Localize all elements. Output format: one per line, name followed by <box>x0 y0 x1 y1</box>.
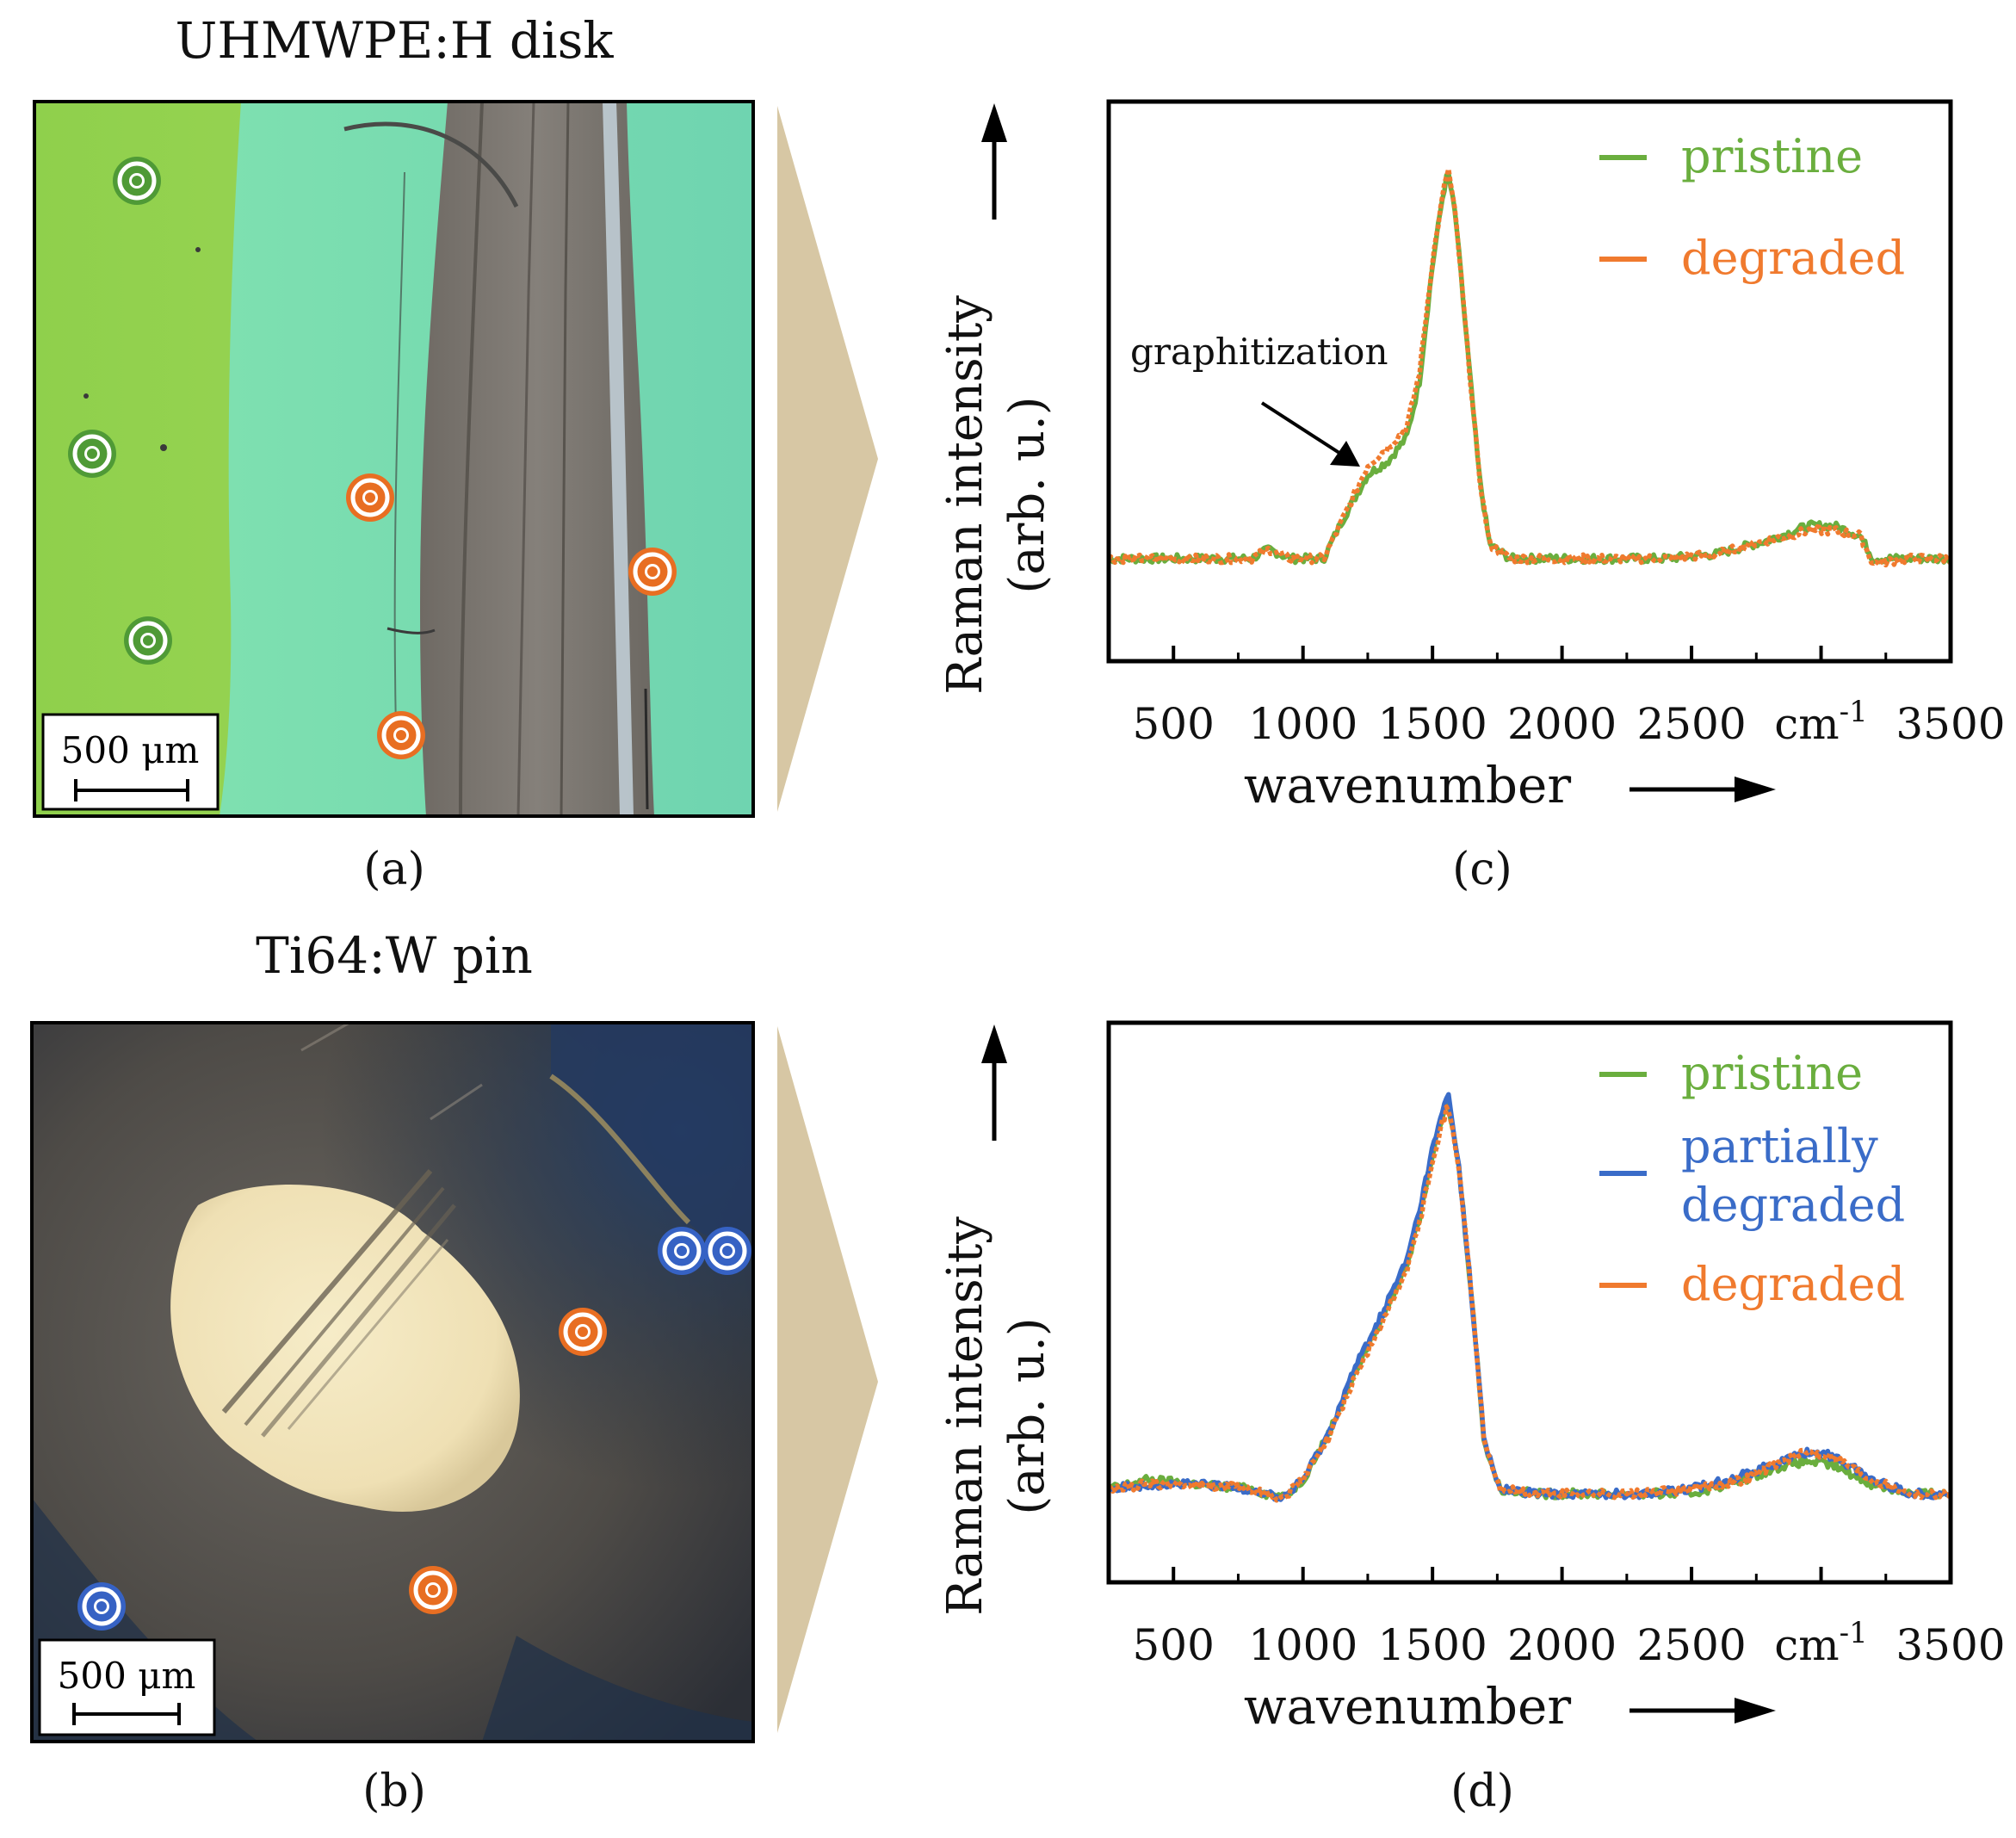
marker-orange-2 <box>628 548 677 596</box>
chart-c-x-tick-label: 2000 <box>1507 699 1617 749</box>
panel-b-title: Ti64:W pin <box>256 926 533 985</box>
chart-c-annotation: graphitization <box>1130 331 1388 467</box>
chart-c-annotation-text: graphitization <box>1130 331 1388 373</box>
chart-d-x-tick-label: 2500 <box>1636 1620 1746 1670</box>
chart-d: Raman intensity (arb. u.) 500 1000 1500 200… <box>937 1020 2006 1817</box>
panel-a-title: UHMWPE:H disk <box>176 11 615 70</box>
chart-c-legend-label-degraded: degraded <box>1681 231 1905 285</box>
panel-a-label: (a) <box>363 844 425 895</box>
marker-green-1 <box>113 157 161 205</box>
chart-d-legend-label-partially_degraded: degraded <box>1681 1178 1905 1232</box>
chart-c-ticks: 500 1000 1500 2000 2500 cm-1 3500 <box>1133 646 2006 749</box>
panel-b-label: (b) <box>362 1766 426 1817</box>
micrograph-a <box>34 102 753 816</box>
micrograph-a-frame <box>33 100 755 818</box>
scalebar-a-label: 500 μm <box>61 729 200 771</box>
chart-d-series-line-partially_degraded <box>1109 1092 1951 1502</box>
micrograph-b-frame <box>30 1021 755 1743</box>
marker-blue-3 <box>77 1582 126 1631</box>
chart-c-y-arrow <box>981 103 1007 220</box>
marker-orange-5 <box>409 1566 457 1614</box>
chart-c-x-arrow <box>1629 777 1776 802</box>
chart-c-plot-area <box>1109 166 1951 568</box>
chart-d-frame <box>1106 1020 1953 1585</box>
chart-d-x-tick-label: 500 <box>1133 1620 1215 1670</box>
chart-c-ylabel-unit: (arb. u.) <box>999 396 1055 593</box>
chart-d-series-line-degraded <box>1109 1104 1951 1503</box>
micrograph-b <box>32 1023 753 1742</box>
scalebar-b-label: 500 μm <box>58 1655 196 1697</box>
chart-c-series-line-degraded <box>1109 166 1951 568</box>
chart-c-x-tick-label: 1500 <box>1378 699 1487 749</box>
marker-green-2 <box>68 430 116 478</box>
chart-d-xlabel: wavenumber <box>1244 1677 1571 1736</box>
chart-c-ylabel-group: Raman intensity (arb. u.) <box>937 295 1055 695</box>
scalebar-b: 500 μm <box>38 1638 216 1736</box>
chart-c-x-tick-label: 2500 <box>1636 699 1746 749</box>
chart-d-panel-label: (d) <box>1450 1766 1514 1817</box>
panel-arrow-top <box>777 106 878 812</box>
marker-blue-1 <box>658 1227 706 1275</box>
chart-c-xlabel: wavenumber <box>1244 756 1571 814</box>
chart-d-plot-area <box>1109 1092 1951 1503</box>
chart-d-x-tick-label: cm-1 <box>1774 1616 1868 1670</box>
chart-d-legend-label-pristine: pristine <box>1681 1046 1863 1100</box>
chart-d-x-tick-label: 1000 <box>1248 1620 1357 1670</box>
chart-d-legend-label-degraded: degraded <box>1681 1257 1905 1311</box>
marker-orange-4 <box>559 1308 607 1356</box>
chart-c-x-tick-label: 1000 <box>1248 699 1357 749</box>
chart-d-y-arrow <box>981 1024 1007 1141</box>
chart-c-ylabel: Raman intensity <box>937 295 993 695</box>
chart-c-legend-label-pristine: pristine <box>1681 129 1863 183</box>
chart-c-legend: pristine degraded <box>1599 129 1905 285</box>
chart-d-x-tick-label: 2000 <box>1507 1620 1617 1670</box>
chart-d-x-arrow <box>1629 1698 1776 1724</box>
chart-d-ylabel-unit: (arb. u.) <box>999 1317 1055 1514</box>
marker-orange-1 <box>346 473 394 522</box>
marker-blue-2 <box>703 1227 751 1275</box>
chart-c-x-tick-label: cm-1 <box>1774 695 1868 749</box>
marker-orange-3 <box>377 711 425 759</box>
chart-c-x-tick-label: 3500 <box>1895 699 2005 749</box>
chart-c: Raman intensity (arb. u.) 500 1000 1500 200… <box>937 99 2006 895</box>
chart-c-x-tick-label: 500 <box>1133 699 1215 749</box>
panel-arrow-bottom <box>777 1026 878 1733</box>
chart-d-x-tick-label: 3500 <box>1895 1620 2005 1670</box>
chart-d-ylabel: Raman intensity <box>937 1216 993 1616</box>
chart-c-panel-label: (c) <box>1452 844 1512 895</box>
chart-d-ylabel-group: Raman intensity (arb. u.) <box>937 1216 1055 1616</box>
chart-c-frame <box>1106 99 1953 664</box>
chart-d-x-tick-label: 1500 <box>1378 1620 1487 1670</box>
chart-d-ticks: 500 1000 1500 2000 2500 cm-1 3500 <box>1133 1567 2006 1670</box>
chart-d-legend-label-partially_degraded: partially <box>1681 1119 1878 1173</box>
marker-green-3 <box>124 616 172 665</box>
scalebar-a: 500 μm <box>41 713 220 811</box>
